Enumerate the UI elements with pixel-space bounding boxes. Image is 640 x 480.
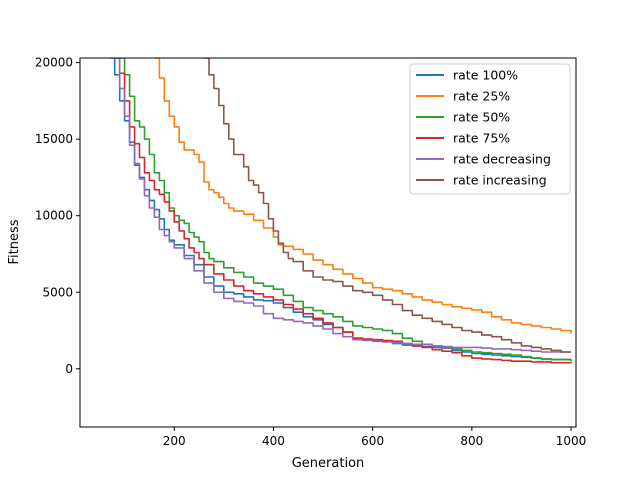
- legend-label-4: rate decreasing: [453, 152, 551, 167]
- x-tick-label: 800: [460, 434, 483, 448]
- series-line-0: [109, 58, 571, 361]
- y-tick-label: 0: [65, 362, 73, 376]
- x-axis-label: Generation: [292, 456, 365, 471]
- x-tick-label: 600: [361, 434, 384, 448]
- legend-label-2: rate 50%: [453, 110, 510, 125]
- legend-label-1: rate 25%: [453, 89, 510, 104]
- legend-label-0: rate 100%: [453, 68, 518, 83]
- y-axis-label: Fitness: [7, 219, 22, 264]
- x-tick-label: 400: [262, 434, 285, 448]
- y-tick-label: 10000: [35, 209, 73, 223]
- legend-label-5: rate increasing: [453, 173, 547, 188]
- y-axis: 0 5000 10000 15000 20000: [35, 56, 80, 376]
- series-line-5: [204, 58, 571, 353]
- legend-label-3: rate 75%: [453, 131, 510, 146]
- y-tick-label: 15000: [35, 132, 73, 146]
- series-line-3: [114, 58, 572, 364]
- y-tick-label: 5000: [42, 285, 73, 299]
- legend-box: [409, 63, 571, 195]
- plot-frame: [79, 57, 577, 428]
- series-layer: [109, 58, 572, 364]
- series-line-1: [154, 58, 572, 334]
- legend: rate 100% rate 25% rate 50% rate 75% rate de…: [409, 63, 571, 195]
- series-line-2: [119, 58, 572, 362]
- x-tick-label: 200: [163, 434, 186, 448]
- x-axis: 200 400 600 800 1000: [163, 427, 587, 448]
- x-tick-label: 1000: [556, 434, 587, 448]
- y-tick-label: 20000: [35, 56, 73, 70]
- series-line-4: [114, 58, 571, 353]
